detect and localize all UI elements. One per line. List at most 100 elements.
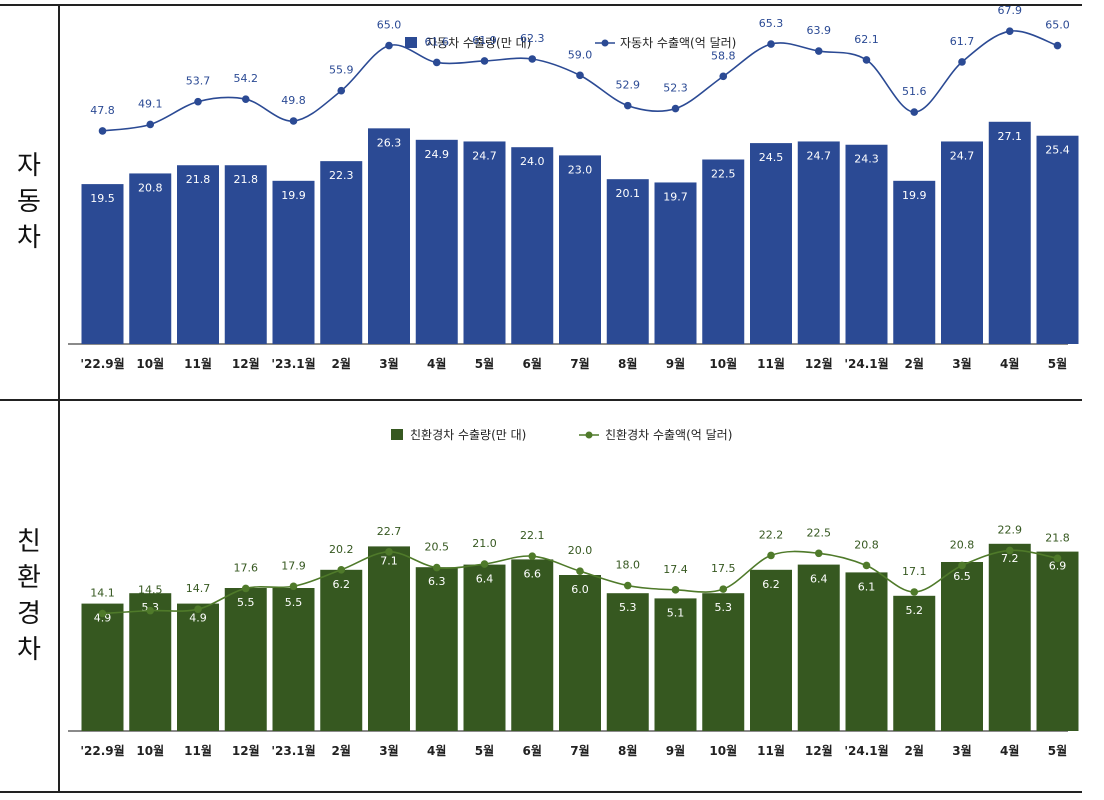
bar: [654, 182, 697, 344]
line-point: [289, 582, 298, 591]
bar: [988, 121, 1031, 344]
bar: [272, 180, 315, 344]
bar: [606, 179, 649, 344]
line-point: [910, 108, 919, 116]
line-value-label: 53.7: [186, 75, 211, 88]
line-value-label: 61.6: [425, 35, 450, 48]
bar-value-label: 23.0: [568, 163, 593, 176]
line-value-label: 52.9: [616, 79, 641, 92]
line-point: [98, 127, 107, 135]
eco-export-chart: 친환경차 수출량(만 대) 친환경차 수출액(억 달러) 4.9 5.3 4.9 5.5 5…: [68, 428, 1079, 758]
line-value-label: 22.2: [759, 528, 784, 541]
bar-value-label: 4.9: [189, 612, 207, 625]
line-point: [1005, 546, 1014, 555]
line-point: [432, 563, 441, 572]
bar-value-label: 19.7: [663, 190, 688, 203]
bar-value-label: 21.8: [234, 173, 259, 186]
line-point: [337, 565, 346, 574]
x-tick-label: 2월: [332, 743, 351, 758]
bar-value-label: 20.8: [138, 181, 163, 194]
bar-value-label: 24.9: [425, 148, 450, 161]
x-tick-label: 12월: [232, 356, 260, 371]
line-point: [767, 551, 775, 560]
bar-value-label: 24.3: [854, 153, 879, 166]
line-value-label: 22.7: [377, 525, 402, 538]
line-value-label: 14.1: [90, 587, 115, 600]
line-point: [432, 58, 441, 67]
line-point: [814, 47, 823, 55]
line-value-label: 67.9: [998, 6, 1023, 17]
line-point: [623, 581, 632, 590]
bar-value-label: 7.2: [1001, 552, 1019, 565]
line-point: [337, 86, 346, 95]
line-value-label: 51.6: [902, 85, 927, 98]
bar-value-label: 27.1: [998, 130, 1023, 143]
auto-export-chart: 자동차 수출량(만 대) 자동차 수출액(억 달러) 19.5 20.8 21.8 21.…: [68, 6, 1079, 371]
line-value-label: 20.2: [329, 543, 354, 556]
x-tick-label: '22.9월: [80, 356, 124, 371]
bar-value-label: 7.1: [380, 554, 398, 567]
x-tick-label: 4월: [427, 743, 446, 758]
bar-value-label: 6.0: [571, 583, 589, 596]
bar: [463, 564, 506, 731]
bar-value-label: 24.7: [472, 149, 497, 162]
x-tick-label: 10월: [136, 356, 164, 371]
line-value-label: 21.0: [472, 537, 497, 550]
line-point: [767, 40, 775, 48]
bar: [415, 567, 458, 731]
line-value-label: 61.7: [950, 35, 975, 48]
x-tick-label: 2월: [905, 356, 924, 371]
x-tick-label: 12월: [805, 743, 833, 758]
legend-label-bar: 친환경차 수출량(만 대): [410, 428, 526, 442]
x-tick-label: 2월: [905, 743, 924, 758]
bar: [1036, 551, 1079, 731]
bar: [845, 144, 888, 344]
line-point: [862, 561, 871, 570]
x-tick-label: 9월: [666, 743, 685, 758]
line-point: [671, 104, 680, 113]
x-tick-label: 4월: [1000, 743, 1019, 758]
bar-value-label: 6.2: [762, 578, 780, 591]
legend-label-line: 자동차 수출액(억 달러): [620, 36, 736, 50]
bar: [272, 588, 315, 731]
bar: [177, 603, 219, 731]
panel-label-char: 자: [17, 150, 41, 181]
bar-value-label: 6.9: [1049, 560, 1067, 573]
line-point: [194, 605, 202, 613]
line-value-label: 65.0: [377, 19, 402, 32]
bar: [129, 593, 172, 731]
bar: [797, 141, 840, 344]
x-tick-label: '23.1월: [271, 743, 315, 758]
line-point: [910, 588, 919, 596]
bar-value-label: 5.3: [715, 601, 733, 614]
bar-value-label: 5.3: [619, 601, 637, 614]
line-value-label: 47.8: [90, 104, 115, 117]
legend-swatch-marker: [601, 39, 609, 47]
bar: [224, 165, 267, 344]
line-value-label: 17.6: [234, 561, 259, 574]
line-value-label: 65.0: [1045, 19, 1070, 32]
line-value-label: 49.8: [281, 94, 306, 107]
line-value-label: 61.9: [472, 34, 497, 47]
x-tick-label: 11월: [184, 743, 212, 758]
line-value-label: 14.5: [138, 584, 163, 597]
bar: [845, 572, 888, 731]
legend-swatch-bar: [391, 429, 403, 440]
line-value-label: 20.8: [854, 538, 879, 551]
line-value-label: 22.1: [520, 529, 545, 542]
label-column-divider: [58, 4, 60, 793]
bar-value-label: 26.3: [377, 136, 402, 149]
line-value-label: 20.5: [425, 541, 450, 554]
x-tick-label: 11월: [184, 356, 212, 371]
bar: [511, 559, 554, 731]
bar-value-label: 19.9: [902, 189, 927, 202]
bar-value-label: 24.5: [759, 151, 784, 164]
bar-value-label: 6.2: [333, 578, 351, 591]
bar: [1036, 135, 1079, 344]
bar: [750, 143, 792, 344]
line-value-label: 17.1: [902, 565, 927, 578]
bar-value-label: 25.4: [1045, 144, 1070, 157]
bar-value-label: 22.5: [711, 168, 736, 181]
x-tick-label: 10월: [136, 743, 164, 758]
panel-label-char: 경: [17, 599, 41, 629]
